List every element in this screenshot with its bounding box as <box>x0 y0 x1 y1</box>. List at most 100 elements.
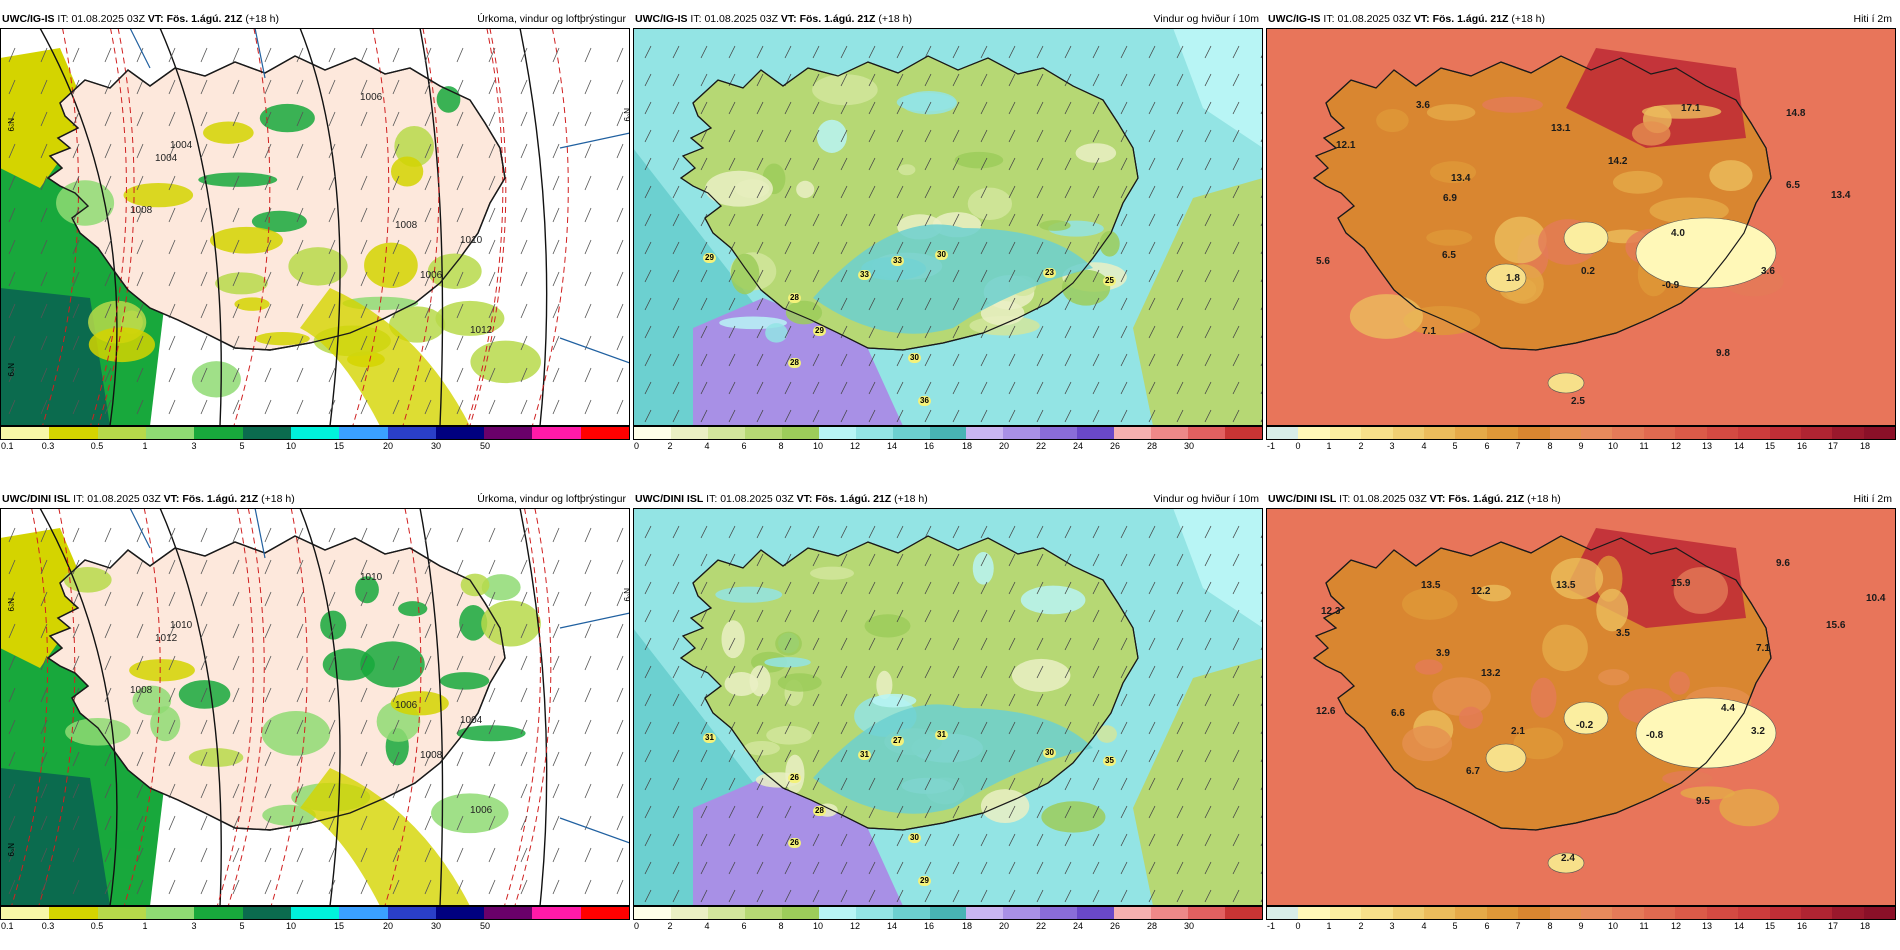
colorbar-tick-label: 13 <box>1701 921 1713 931</box>
wind-blob <box>730 253 760 295</box>
wind-barb <box>264 239 272 255</box>
wind-barb <box>200 271 208 287</box>
temperature-value-label: 14.2 <box>1608 156 1628 167</box>
wind-arrow <box>700 269 708 283</box>
colorbar-tick-label: 15 <box>1764 921 1776 931</box>
wind-arrow <box>756 185 764 199</box>
wind-arrow <box>1064 297 1072 311</box>
colorbar-cell <box>387 427 436 439</box>
wind-barb <box>424 303 432 319</box>
colorbar-cell <box>290 427 340 439</box>
colorbar-cell <box>194 907 243 919</box>
temperature-value-label: 7.1 <box>1422 326 1436 337</box>
wind-barb <box>328 751 336 767</box>
wind-arrow <box>728 409 736 423</box>
temp-blob <box>1649 197 1729 224</box>
wind-arrow <box>1008 889 1016 903</box>
wind-arrow <box>980 721 988 735</box>
wind-arrow <box>1120 409 1128 423</box>
precip-blob <box>481 574 521 601</box>
wind-arrow <box>896 297 904 311</box>
colorbar-cell <box>744 427 782 439</box>
temp-blob <box>1513 727 1564 760</box>
wind-arrow <box>896 409 904 423</box>
wind-barb <box>584 239 592 255</box>
temperature-contour <box>97 28 135 426</box>
colorbar-cell <box>670 907 708 919</box>
wind-arrow <box>1120 297 1128 311</box>
wind-arrow <box>1008 609 1016 623</box>
colorbar-tick-label: 16 <box>1796 921 1808 931</box>
wind-arrow <box>1148 73 1156 87</box>
wind-arrow <box>1092 777 1100 791</box>
wind-barb <box>168 527 176 543</box>
wind-barb <box>8 47 16 63</box>
colorbar-tick-label: 24 <box>1072 921 1084 931</box>
wind-barb <box>520 559 528 575</box>
colorbar-tick-label: 26 <box>1109 441 1121 451</box>
colorbar-cell <box>435 427 485 439</box>
colorbar-cell <box>966 427 1004 439</box>
wind-arrow <box>728 665 736 679</box>
wind-arrow <box>1204 297 1212 311</box>
colorbar-tick-label: 28 <box>1146 921 1158 931</box>
valid-time-value: Fös. 1.ágú. 21Z <box>1448 493 1525 505</box>
temperature-contour <box>531 28 569 426</box>
wind-arrow <box>980 269 988 283</box>
wind-arrow <box>1120 861 1128 875</box>
colorbar-ticks: 0.1 0.3 0.5 1 3 5 10 15 20 30 50 <box>0 441 630 453</box>
wind-barb <box>360 239 368 255</box>
wind-arrow <box>644 665 652 679</box>
wind-barb <box>8 239 16 255</box>
precip-blob <box>360 641 425 688</box>
colorbar-tick-label: 0.1 <box>1 441 14 451</box>
wind-arrow <box>952 749 960 763</box>
wind-barb <box>168 879 176 895</box>
temperature-value-label: 7.1 <box>1756 643 1770 654</box>
glacier-cold-area <box>1563 221 1609 255</box>
wind-arrow <box>1064 609 1072 623</box>
wind-arrow <box>952 269 960 283</box>
precip-blob <box>355 576 379 604</box>
model-name: UWC/DINI ISL <box>635 493 704 505</box>
wind-arrow <box>952 381 960 395</box>
wind-blob <box>864 614 911 638</box>
wind-arrow <box>1176 409 1184 423</box>
grid-line <box>559 612 630 629</box>
colorbar-tick-label: 15 <box>333 441 345 451</box>
wind-barb <box>8 271 16 287</box>
wind-arrow <box>1064 721 1072 735</box>
wind-barb <box>136 239 144 255</box>
map-panel-wind-1: UWC/IG-IS IT: 01.08.2025 03Z VT: Fös. 1.… <box>633 10 1263 455</box>
wind-arrow <box>812 241 820 255</box>
wind-barb <box>328 687 336 703</box>
wind-arrow <box>1036 805 1044 819</box>
wind-barb <box>392 79 400 95</box>
wind-arrow <box>896 749 904 763</box>
wind-blob <box>724 672 759 696</box>
wind-barb <box>456 591 464 607</box>
wind-blob <box>715 586 783 603</box>
wind-barb <box>520 847 528 863</box>
isobar-label: 1010 <box>170 620 193 631</box>
temp-blob <box>1612 170 1663 194</box>
wind-arrow <box>812 721 820 735</box>
temperature-value-label: 2.4 <box>1561 853 1575 864</box>
wind-arrow <box>812 129 820 143</box>
wind-arrow <box>840 101 848 115</box>
precip-blob <box>481 600 541 647</box>
colorbar-cell <box>1267 907 1299 919</box>
wind-arrow <box>1204 129 1212 143</box>
wind-barb <box>392 847 400 863</box>
wind-barb <box>296 815 304 831</box>
wind-arrow <box>728 101 736 115</box>
wind-barb <box>200 591 208 607</box>
wind-arrow <box>924 777 932 791</box>
wind-arrow <box>756 297 764 311</box>
wind-arrow <box>1092 805 1100 819</box>
wind-arrow <box>700 157 708 171</box>
wind-barb <box>392 367 400 383</box>
temperature-value-label: -0.9 <box>1662 280 1680 291</box>
colorbar-tick-label: 10 <box>285 441 297 451</box>
gust-value-label: 27 <box>891 736 904 746</box>
